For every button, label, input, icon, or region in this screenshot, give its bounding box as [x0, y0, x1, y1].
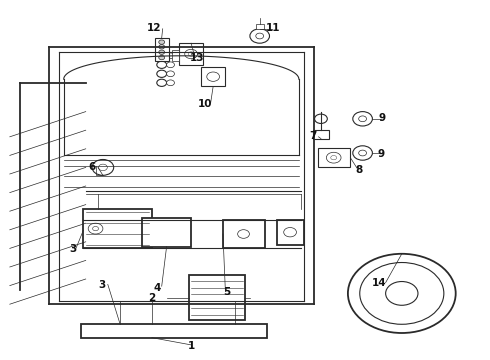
- Bar: [155, 38, 169, 61]
- Circle shape: [326, 152, 341, 163]
- Circle shape: [238, 230, 249, 238]
- Text: 2: 2: [148, 293, 155, 303]
- Circle shape: [167, 80, 174, 86]
- Circle shape: [167, 53, 174, 59]
- Circle shape: [157, 61, 167, 68]
- Circle shape: [159, 45, 165, 49]
- Circle shape: [284, 228, 296, 237]
- Circle shape: [188, 52, 194, 56]
- Text: 6: 6: [89, 162, 96, 172]
- Bar: [277, 220, 304, 245]
- Text: 9: 9: [378, 149, 385, 159]
- Circle shape: [185, 49, 197, 59]
- Text: 12: 12: [147, 23, 162, 33]
- Circle shape: [207, 72, 220, 81]
- Bar: [313, 130, 329, 139]
- Circle shape: [360, 262, 444, 324]
- Text: 3: 3: [98, 280, 105, 290]
- Bar: [256, 24, 264, 29]
- Text: 8: 8: [355, 165, 362, 175]
- Bar: [201, 67, 225, 86]
- Circle shape: [88, 223, 103, 234]
- Text: 5: 5: [223, 287, 230, 297]
- Circle shape: [353, 112, 372, 126]
- Circle shape: [98, 164, 107, 171]
- Text: 10: 10: [197, 99, 212, 109]
- Circle shape: [353, 146, 372, 160]
- Bar: [83, 209, 152, 248]
- Text: 3: 3: [69, 244, 76, 254]
- Circle shape: [348, 254, 456, 333]
- Bar: [179, 43, 203, 65]
- Text: 13: 13: [190, 53, 204, 63]
- Circle shape: [159, 40, 165, 44]
- Bar: [142, 218, 191, 247]
- Circle shape: [256, 33, 264, 39]
- Circle shape: [157, 79, 167, 86]
- Bar: [318, 148, 350, 167]
- Text: 9: 9: [379, 113, 386, 123]
- Circle shape: [93, 226, 98, 231]
- Text: 11: 11: [266, 23, 281, 33]
- Circle shape: [167, 71, 174, 77]
- Circle shape: [331, 156, 337, 160]
- Circle shape: [250, 29, 270, 43]
- Bar: [223, 220, 265, 248]
- Circle shape: [359, 150, 367, 156]
- Circle shape: [159, 55, 165, 60]
- Text: 14: 14: [371, 278, 386, 288]
- Circle shape: [92, 159, 114, 175]
- Text: 1: 1: [188, 341, 195, 351]
- Bar: [172, 50, 179, 61]
- Bar: [81, 324, 267, 338]
- Circle shape: [386, 282, 418, 305]
- Circle shape: [159, 50, 165, 54]
- Circle shape: [315, 114, 327, 123]
- Bar: [189, 275, 245, 320]
- Circle shape: [167, 62, 174, 68]
- Text: 4: 4: [153, 283, 161, 293]
- Circle shape: [157, 70, 167, 77]
- Text: 7: 7: [309, 131, 317, 141]
- Circle shape: [157, 52, 167, 59]
- Circle shape: [359, 116, 367, 122]
